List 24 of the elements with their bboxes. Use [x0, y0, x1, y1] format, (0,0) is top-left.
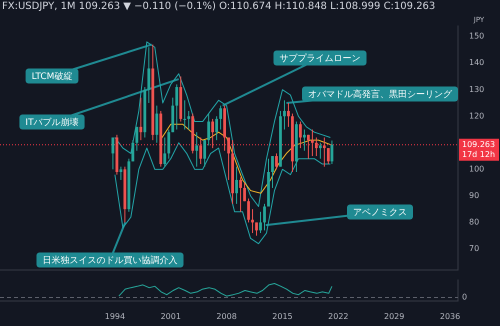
x-tick-label: 1994: [104, 312, 126, 321]
x-tick-label: 2022: [328, 312, 348, 321]
annotation: アベノミクス: [353, 208, 407, 218]
text: 17d 12h: [462, 150, 496, 159]
y-tick-label: 140: [469, 58, 484, 68]
x-tick-label: 2036: [440, 312, 460, 321]
y-tick-label: 70: [469, 244, 480, 254]
annotation: 日米独スイスのドル買い協調介入: [42, 254, 178, 266]
chart-title: FX:USDJPY, 1M 109.263 ▼ −0.110 (−0.1%) O:110.674 H:110.848 L:108.999 C:109.263: [1, 0, 436, 14]
y-tick-label: 100: [469, 164, 484, 174]
annotation: ITバブル崩壊: [25, 116, 79, 128]
x-tick-label: 2029: [384, 312, 404, 321]
y-tick-label: 150: [469, 32, 484, 41]
y-tick-label: 130: [469, 84, 484, 94]
y-tick-label: 120: [469, 111, 484, 120]
annotation: サブプライムローン: [280, 52, 360, 64]
ref-line-label: 0: [462, 292, 468, 302]
y-tick-label: 90: [469, 190, 480, 200]
x-tick-label: 2015: [272, 312, 293, 321]
y-tick-label: 80: [469, 218, 480, 226]
x-tick-label: 2001: [160, 312, 181, 321]
annotation: LTCM破綻: [32, 70, 72, 82]
ref-line-label: 109.263: [462, 140, 496, 149]
x-tick-label: 2008: [216, 312, 237, 321]
